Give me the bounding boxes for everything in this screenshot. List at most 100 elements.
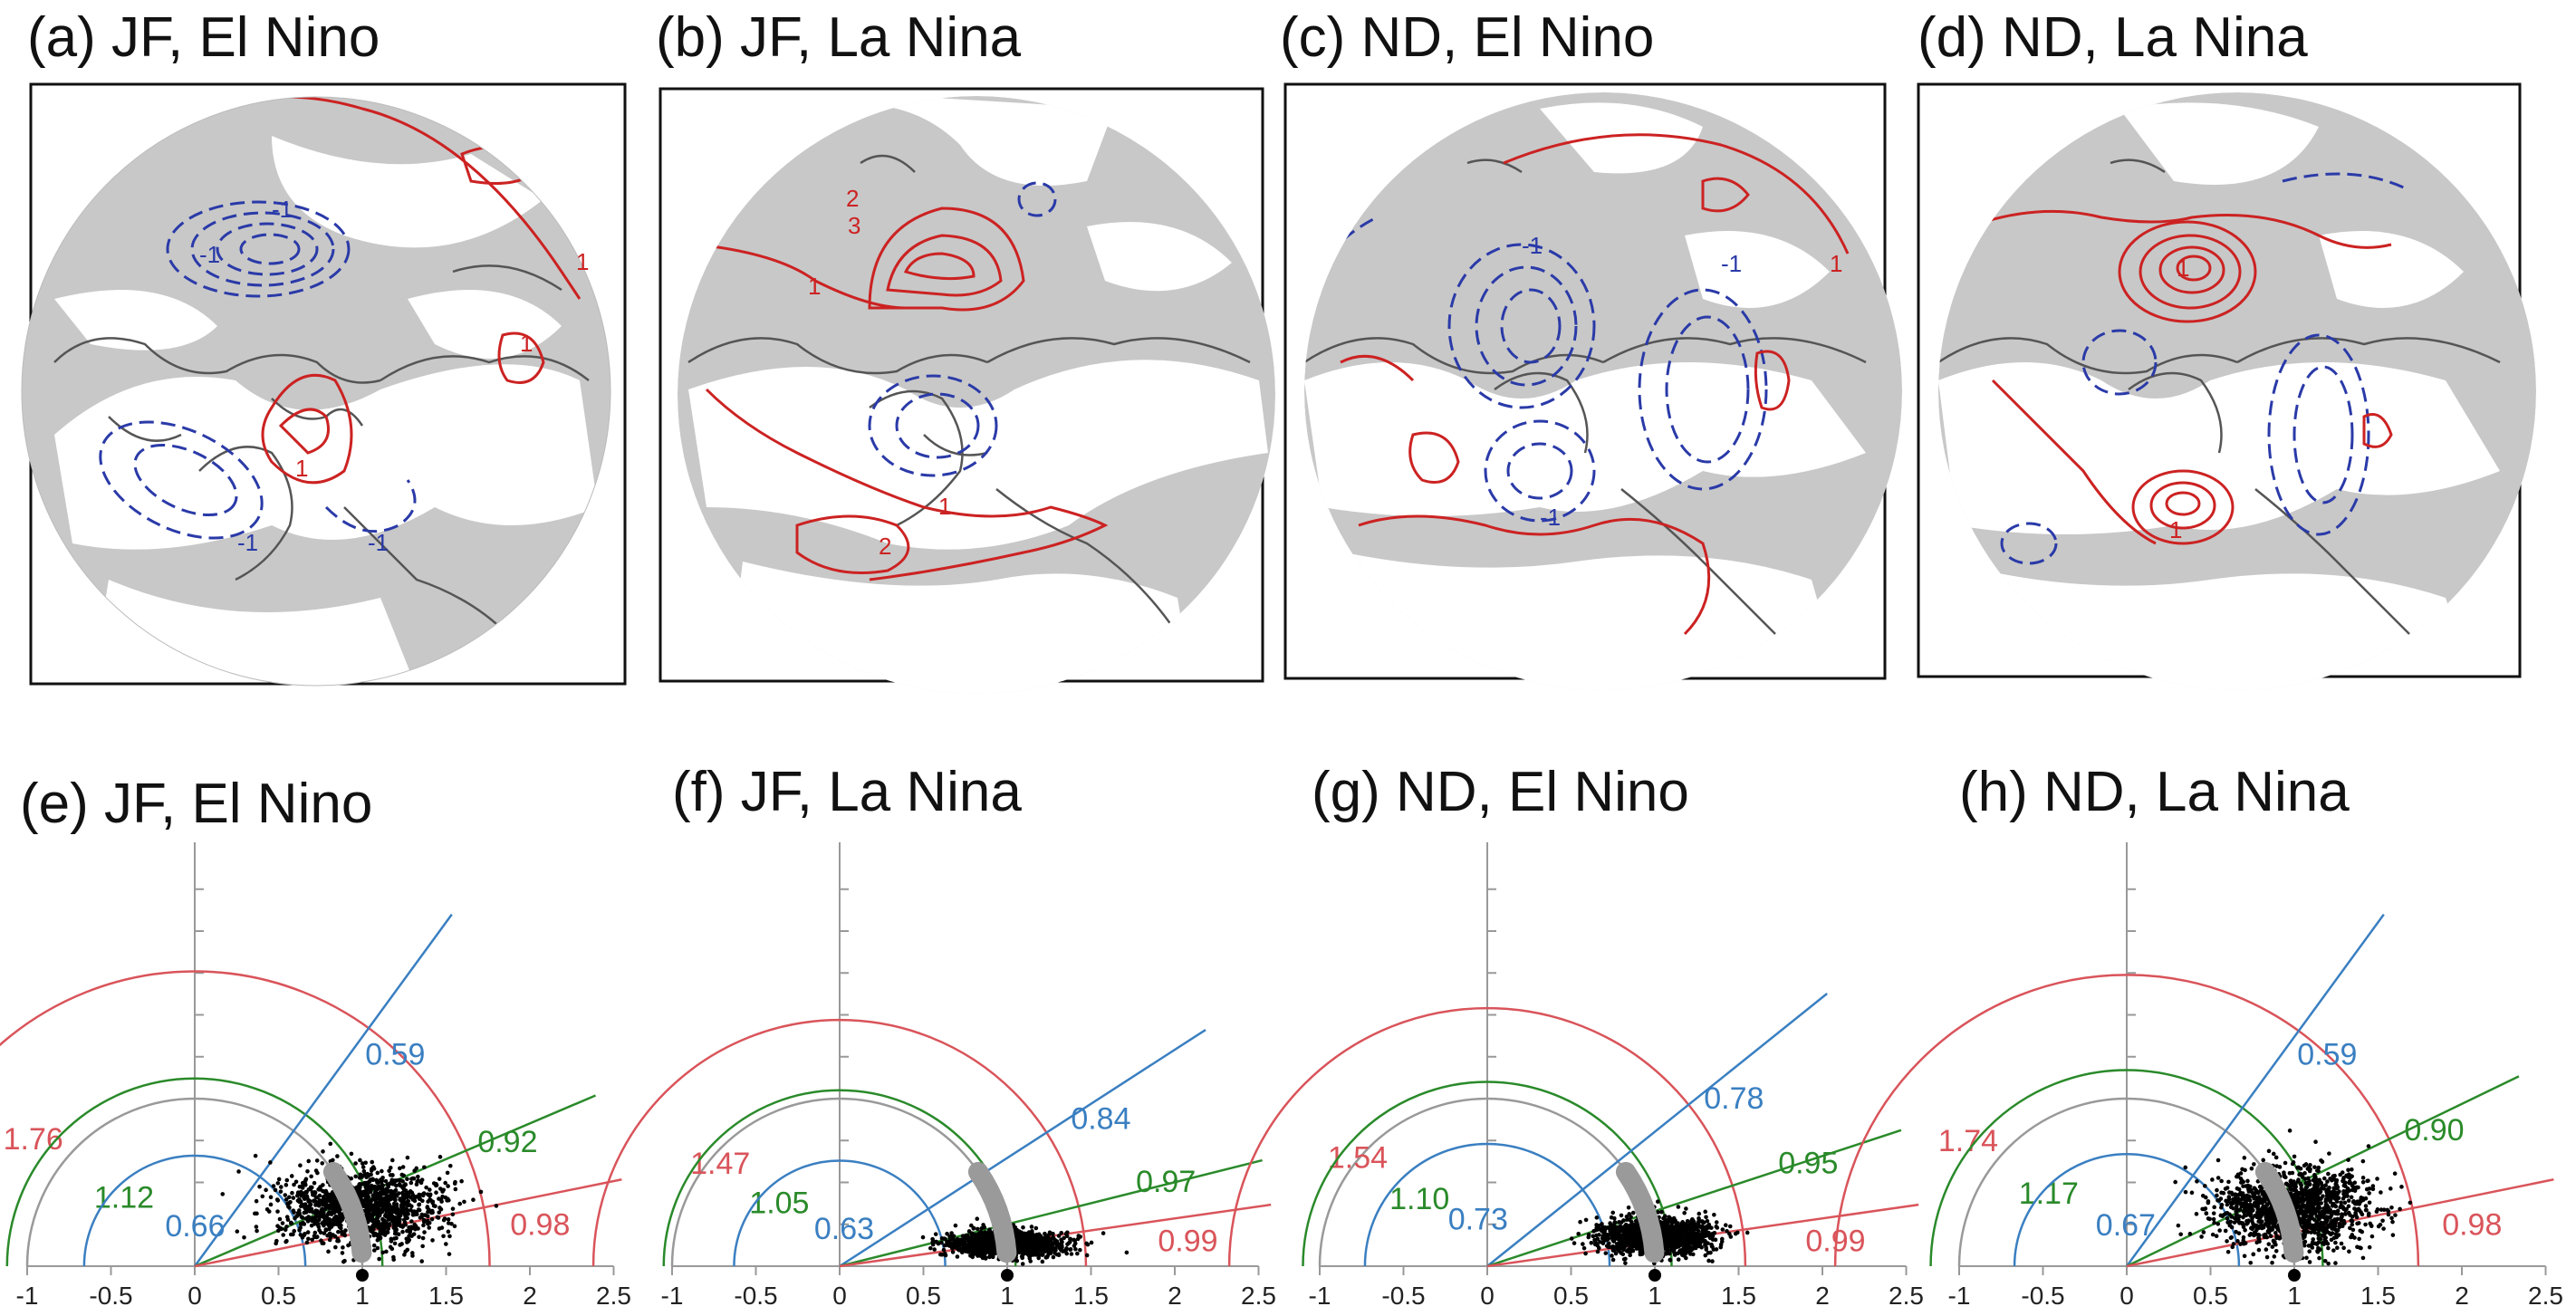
scatter-point [2326, 1261, 2331, 1266]
scatter-point [402, 1253, 407, 1257]
scatter-point [430, 1238, 435, 1243]
ray-green [839, 1158, 1263, 1268]
contour-label: 1 [2177, 255, 2189, 282]
scatter-point [1033, 1240, 1038, 1245]
scatter-point [471, 1197, 476, 1203]
scatter-point [255, 1228, 259, 1234]
coastlines-a [53, 264, 590, 635]
ray-label: 0.98 [510, 1207, 570, 1242]
scatter-point [1629, 1215, 1633, 1219]
x-tick-label: 1 [355, 1282, 370, 1310]
scatter-point [319, 1207, 324, 1213]
scatter-point [1124, 1250, 1129, 1255]
scatter-point [431, 1203, 437, 1208]
scatter-point [323, 1191, 329, 1196]
uncertainty-band [967, 1161, 1017, 1263]
arc-red [591, 1018, 1088, 1267]
scatter-point [379, 1224, 384, 1229]
scatter-point [1693, 1245, 1698, 1251]
scatter-point [381, 1205, 387, 1210]
scatter-point [2327, 1151, 2331, 1156]
scatter-point [394, 1211, 399, 1215]
scatter-point [920, 1234, 926, 1240]
arc-label: 0.63 [814, 1212, 874, 1246]
scatter-point [1023, 1248, 1028, 1253]
scatter-point [445, 1196, 450, 1201]
scatter-point [316, 1225, 322, 1229]
scatter-point [327, 1232, 332, 1236]
scatter-point [949, 1235, 954, 1241]
scatter-point [446, 1184, 450, 1188]
scatter-point [353, 1174, 358, 1179]
scatter-point [446, 1229, 451, 1234]
scatter-point [337, 1213, 342, 1217]
arc-label: 1.10 [1389, 1182, 1449, 1216]
scatter-point [268, 1160, 273, 1165]
positive-contours-d [1946, 209, 2393, 545]
scatter-point [370, 1212, 376, 1217]
scatter-point [409, 1190, 415, 1196]
scatter-point [2333, 1261, 2338, 1265]
scatter-point [1676, 1242, 1681, 1246]
scatter-point [313, 1208, 319, 1214]
scatter-point [422, 1165, 427, 1170]
x-tick-label: 0 [1480, 1282, 1495, 1310]
scatter-point [1709, 1244, 1715, 1249]
scatter-point [419, 1259, 425, 1263]
scatter-point [930, 1242, 936, 1247]
scatter-point [306, 1236, 311, 1242]
scatter-point [424, 1185, 428, 1190]
x-tick-label: 1.5 [428, 1282, 464, 1310]
scatter-point [400, 1165, 406, 1169]
scatter-point [393, 1228, 399, 1234]
x-tick-label: 2.5 [1889, 1282, 1924, 1310]
scatter-point [1706, 1258, 1711, 1263]
scatter-point [2217, 1228, 2222, 1233]
scatter-point [1626, 1205, 1631, 1210]
scatter-point [283, 1227, 288, 1233]
scatter-point [343, 1228, 348, 1233]
scatter-point [326, 1249, 331, 1254]
scatter-point [1031, 1244, 1036, 1249]
map-panel-d: (d) ND, La Nina [1917, 6, 2536, 690]
scatter-point [1702, 1240, 1707, 1244]
scatter-point [301, 1183, 305, 1187]
scatter-point [951, 1240, 956, 1245]
scatter-point [1036, 1255, 1042, 1261]
scatter-point [1068, 1247, 1073, 1252]
scatter-point [1020, 1262, 1025, 1266]
scatter-point [302, 1210, 307, 1215]
scatter-point [2189, 1190, 2195, 1196]
scatter-point [2346, 1204, 2351, 1209]
arc-blue [82, 1154, 307, 1267]
arc-red [0, 970, 491, 1267]
scatter-point [981, 1244, 986, 1250]
scatter-point [268, 1195, 274, 1200]
scatter-point [1072, 1237, 1076, 1243]
scatter-point [1621, 1218, 1626, 1223]
scatter-point [242, 1235, 246, 1240]
scatter-point [1032, 1235, 1037, 1240]
scatter-point [1684, 1206, 1688, 1211]
scatter-point [1569, 1236, 1574, 1241]
scatter-point [1594, 1227, 1600, 1232]
scatter-point [447, 1163, 453, 1168]
scatter-point [406, 1198, 411, 1204]
scatter-point [346, 1243, 351, 1248]
scatter-point [312, 1180, 317, 1186]
scatter-point [383, 1191, 389, 1196]
scatter-point [386, 1184, 391, 1189]
scatter-point [375, 1238, 380, 1243]
ray-label: 0.95 [1778, 1147, 1838, 1181]
scatter-point [340, 1251, 345, 1255]
scatter-point [1663, 1246, 1668, 1252]
scatter-point [426, 1209, 430, 1215]
scatter-point [2318, 1236, 2323, 1242]
scatter-point [441, 1234, 446, 1239]
scatter-point [1044, 1240, 1049, 1245]
x-tick-label: -0.5 [2021, 1282, 2064, 1310]
scatter-point [975, 1216, 980, 1222]
scatter-point [415, 1179, 419, 1185]
scatter-point [307, 1199, 312, 1205]
scatter-point [2408, 1200, 2413, 1206]
